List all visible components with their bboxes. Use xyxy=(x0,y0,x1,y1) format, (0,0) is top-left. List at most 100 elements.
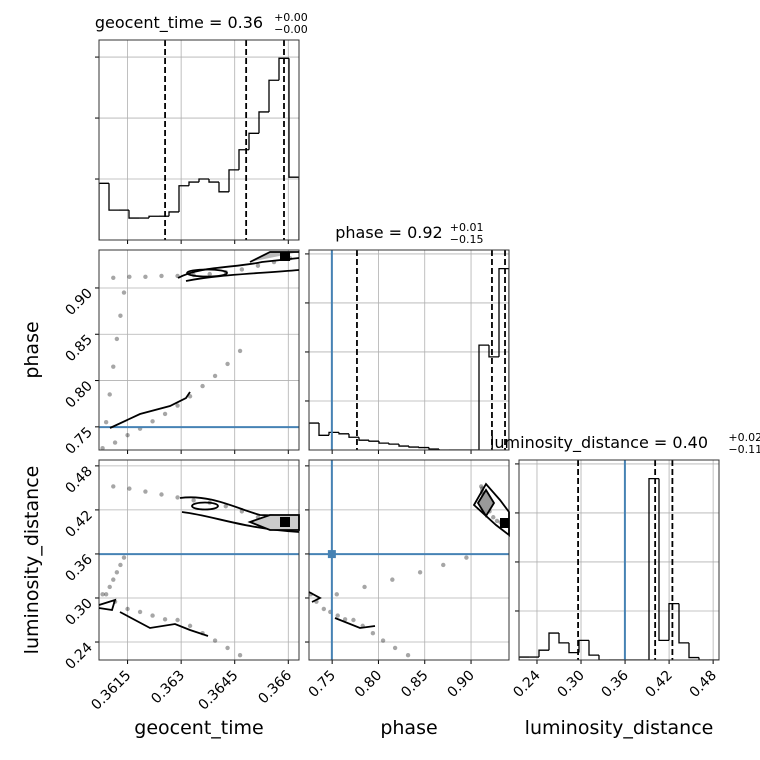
histogram-bin xyxy=(368,440,379,442)
panel xyxy=(99,460,299,660)
title-plus: +0.00 xyxy=(274,11,308,24)
panel-frame xyxy=(308,459,510,661)
x-tick-label: 0.30 xyxy=(554,668,587,701)
sample-point xyxy=(137,609,143,615)
sample-point xyxy=(370,631,376,636)
sample-point xyxy=(212,373,218,379)
sample-point xyxy=(162,411,168,417)
histogram-bin xyxy=(388,443,399,445)
x-tick-label: 0.48 xyxy=(687,668,720,701)
sample-point xyxy=(150,419,155,424)
panel-title: phase = 0.92 xyxy=(335,223,442,242)
sample-point xyxy=(114,570,120,575)
histogram-bin xyxy=(108,183,119,211)
y-tick-label: 0.80 xyxy=(62,378,95,411)
sample-point xyxy=(255,263,261,268)
histogram-bin xyxy=(519,656,529,660)
sample-point xyxy=(111,364,116,369)
panel xyxy=(99,250,299,450)
y-axis-label: luminosity_distance xyxy=(21,466,43,655)
histogram-bin xyxy=(338,432,349,435)
sample-point xyxy=(392,645,398,651)
sample-point xyxy=(143,489,148,494)
contour xyxy=(98,598,117,612)
sample-point xyxy=(125,432,130,438)
x-axis-label: luminosity_distance xyxy=(525,717,714,739)
histogram-bin xyxy=(698,657,709,660)
contours xyxy=(98,251,510,637)
title-minus: −0.00 xyxy=(274,23,308,36)
histogram-bin xyxy=(168,211,179,217)
x-tick-label: 0.3645 xyxy=(196,668,242,714)
y-tick-label: 0.75 xyxy=(62,424,95,457)
peak xyxy=(280,252,290,261)
sample-point xyxy=(114,336,120,342)
histogram-bin xyxy=(498,267,509,450)
sample-point xyxy=(125,606,130,612)
contour xyxy=(185,269,300,282)
sample-point xyxy=(127,274,132,280)
sample-point xyxy=(107,584,112,590)
histogram-bin xyxy=(178,185,189,212)
sample-point xyxy=(112,440,118,445)
y-tick-label: 0.85 xyxy=(62,332,95,365)
title-plus: +0.02 xyxy=(728,431,760,444)
sample-point xyxy=(127,486,132,491)
histogram-bin xyxy=(398,444,409,447)
histogram-bin xyxy=(188,181,199,186)
density-peaks xyxy=(280,252,509,528)
truth-marker xyxy=(327,550,336,559)
sample-point xyxy=(118,313,123,318)
sample-point xyxy=(200,383,205,389)
histogram-bin xyxy=(478,344,489,450)
y-tick-label: 0.24 xyxy=(62,639,95,672)
contour xyxy=(177,257,300,279)
x-axis-label: phase xyxy=(380,717,437,739)
x-axis-label: geocent_time xyxy=(134,717,263,739)
sample-point xyxy=(100,445,105,450)
contour xyxy=(334,617,376,629)
sample-point xyxy=(162,617,168,622)
histogram-bin xyxy=(578,639,589,653)
histogram-bin xyxy=(538,649,549,658)
y-tick-label: 0.36 xyxy=(62,551,95,584)
sample-point xyxy=(335,613,340,618)
peak xyxy=(500,518,509,528)
histogram-bin xyxy=(228,169,239,192)
x-tick-label: 0.75 xyxy=(306,668,339,701)
histogram-bin xyxy=(438,449,449,450)
histogram-bin xyxy=(408,446,419,448)
histogram-bin xyxy=(428,447,439,450)
histogram-bin xyxy=(668,602,679,641)
x-tick-label: 0.36 xyxy=(599,667,632,700)
x-tick-label: 0.80 xyxy=(352,668,385,701)
histogram-bin xyxy=(328,431,339,436)
panel-frame xyxy=(308,249,510,451)
histogram-bin xyxy=(318,423,329,436)
contour xyxy=(476,488,496,518)
x-tick-label: 0.42 xyxy=(643,668,676,701)
peak xyxy=(280,517,290,527)
sample-point xyxy=(111,484,116,489)
panel-frame xyxy=(98,39,300,241)
sample-point xyxy=(390,577,395,582)
histogram-bin xyxy=(258,111,269,134)
histogram-bin xyxy=(128,210,139,219)
sample-point xyxy=(491,515,496,520)
sample-point xyxy=(441,562,446,568)
histogram-bin xyxy=(358,437,369,441)
sample-point xyxy=(239,267,245,272)
sample-point xyxy=(111,275,116,280)
panel-frame xyxy=(98,249,300,451)
x-tick-label: 0.3615 xyxy=(88,668,134,714)
histogram-bin xyxy=(218,182,229,193)
contour xyxy=(191,501,219,511)
sample-point xyxy=(187,394,193,399)
sample-point xyxy=(321,606,327,612)
sample-point xyxy=(237,653,243,658)
panel-frame xyxy=(98,459,300,661)
panel-title: luminosity_distance = 0.40 xyxy=(490,433,708,453)
sample-point xyxy=(100,592,105,597)
histogram-bin xyxy=(288,58,299,240)
sample-point xyxy=(175,495,180,500)
